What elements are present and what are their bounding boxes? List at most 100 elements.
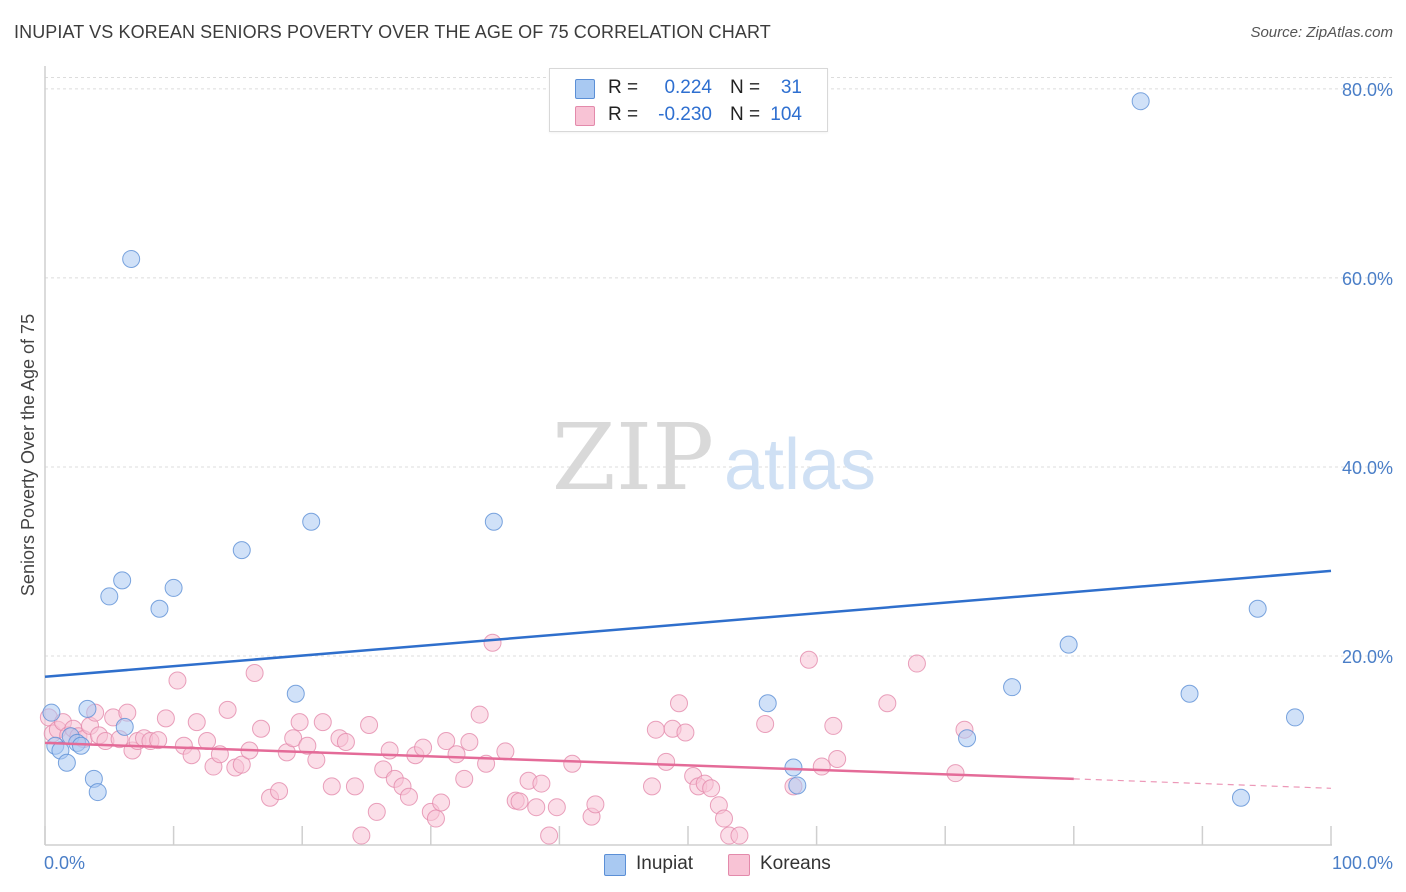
legend-label-koreans: Koreans xyxy=(760,853,831,874)
data-point-inupiat xyxy=(958,729,977,748)
data-point-koreans xyxy=(313,713,332,732)
data-point-koreans xyxy=(946,764,965,783)
data-point-koreans xyxy=(702,779,721,798)
data-point-koreans xyxy=(156,709,175,728)
data-point-inupiat xyxy=(122,250,141,269)
y-tick-label: 40.0% xyxy=(1342,458,1393,478)
data-point-inupiat xyxy=(1285,708,1304,727)
data-point-koreans xyxy=(483,633,502,652)
data-point-koreans xyxy=(907,654,926,673)
data-point-inupiat xyxy=(57,753,76,772)
legend-row-koreans: R = -0.230 N = 104 xyxy=(550,102,827,128)
data-point-koreans xyxy=(657,752,676,771)
data-point-koreans xyxy=(414,738,433,757)
data-point-koreans xyxy=(669,694,688,713)
data-point-koreans xyxy=(540,826,559,845)
data-point-inupiat xyxy=(42,703,61,722)
data-point-inupiat xyxy=(484,512,503,531)
watermark: ZIP atlas xyxy=(552,404,876,511)
data-point-koreans xyxy=(187,713,206,732)
data-point-koreans xyxy=(510,792,529,811)
legend-label-inupiat: Inupiat xyxy=(636,853,694,874)
data-point-inupiat xyxy=(72,736,91,755)
data-point-koreans xyxy=(496,742,515,761)
data-point-koreans xyxy=(352,826,371,845)
trend-line-extension-koreans xyxy=(1073,778,1332,789)
data-points xyxy=(39,92,1304,845)
trend-line-inupiat xyxy=(44,569,1332,679)
legend-r-value: -0.230 xyxy=(658,104,712,125)
data-point-koreans xyxy=(532,774,551,793)
data-point-koreans xyxy=(455,769,474,788)
legend-swatch-inupiat xyxy=(604,854,626,876)
data-point-koreans xyxy=(447,745,466,764)
x-tick-label: 100.0% xyxy=(1332,853,1393,873)
data-point-koreans xyxy=(298,736,317,755)
y-tick-label: 20.0% xyxy=(1342,647,1393,667)
legend-swatch-koreans xyxy=(575,106,595,126)
data-point-inupiat xyxy=(1180,684,1199,703)
legend-row-inupiat: R = 0.224 N = 31 xyxy=(550,75,827,101)
y-tick-label: 60.0% xyxy=(1342,269,1393,289)
data-point-inupiat xyxy=(88,783,107,802)
data-point-koreans xyxy=(563,754,582,773)
data-point-inupiat xyxy=(1059,635,1078,654)
x-tick-label: 0.0% xyxy=(44,853,85,873)
data-point-koreans xyxy=(586,795,605,814)
y-axis-label: Seniors Poverty Over the Age of 75 xyxy=(18,314,38,596)
data-point-koreans xyxy=(527,798,546,817)
trend-lines xyxy=(44,569,1332,789)
legend-r-value: 0.224 xyxy=(664,77,712,98)
data-point-koreans xyxy=(360,715,379,734)
watermark-zip: ZIP xyxy=(552,404,714,511)
data-point-inupiat xyxy=(164,578,183,597)
source-note: Source: ZipAtlas.com xyxy=(1250,24,1393,41)
legend-n-label: N = xyxy=(730,104,761,125)
chart-title: INUPIAT VS KOREAN SENIORS POVERTY OVER T… xyxy=(14,22,771,42)
data-point-koreans xyxy=(426,809,445,828)
data-point-koreans xyxy=(437,732,456,751)
data-point-koreans xyxy=(799,650,818,669)
data-point-inupiat xyxy=(784,758,803,777)
data-point-koreans xyxy=(470,705,489,724)
x-tick-labels: 0.0% 100.0% xyxy=(44,853,1393,873)
data-point-koreans xyxy=(828,749,847,768)
data-point-koreans xyxy=(812,757,831,776)
data-point-koreans xyxy=(547,798,566,817)
data-point-koreans xyxy=(322,777,341,796)
data-point-koreans xyxy=(715,809,734,828)
watermark-atlas: atlas xyxy=(724,425,876,505)
data-point-inupiat xyxy=(232,541,251,560)
legend-swatch-koreans xyxy=(728,854,750,876)
data-point-koreans xyxy=(245,663,264,682)
data-point-koreans xyxy=(270,782,289,801)
data-point-koreans xyxy=(232,755,251,774)
data-point-inupiat xyxy=(1231,788,1250,807)
data-point-inupiat xyxy=(1003,678,1022,697)
data-point-inupiat xyxy=(78,699,97,718)
data-point-koreans xyxy=(367,802,386,821)
data-point-koreans xyxy=(646,720,665,739)
data-point-inupiat xyxy=(113,571,132,590)
data-point-koreans xyxy=(290,713,309,732)
y-tick-labels: 20.0% 40.0% 60.0% 80.0% xyxy=(1342,80,1393,667)
data-point-koreans xyxy=(149,731,168,750)
gridlines xyxy=(45,77,1392,657)
data-point-koreans xyxy=(307,750,326,769)
data-point-inupiat xyxy=(150,599,169,618)
data-point-inupiat xyxy=(1248,599,1267,618)
correlation-legend: R = 0.224 N = 31 R = -0.230 N = 104 xyxy=(549,68,828,132)
data-point-inupiat xyxy=(1131,92,1150,111)
data-point-inupiat xyxy=(100,587,119,606)
data-point-koreans xyxy=(182,746,201,765)
data-point-koreans xyxy=(432,793,451,812)
data-point-koreans xyxy=(676,723,695,742)
data-point-koreans xyxy=(824,716,843,735)
data-point-koreans xyxy=(756,715,775,734)
data-point-inupiat xyxy=(286,684,305,703)
data-point-koreans xyxy=(642,777,661,796)
trend-line-koreans xyxy=(44,741,1074,781)
data-point-koreans xyxy=(168,671,187,690)
data-point-inupiat xyxy=(788,776,807,795)
